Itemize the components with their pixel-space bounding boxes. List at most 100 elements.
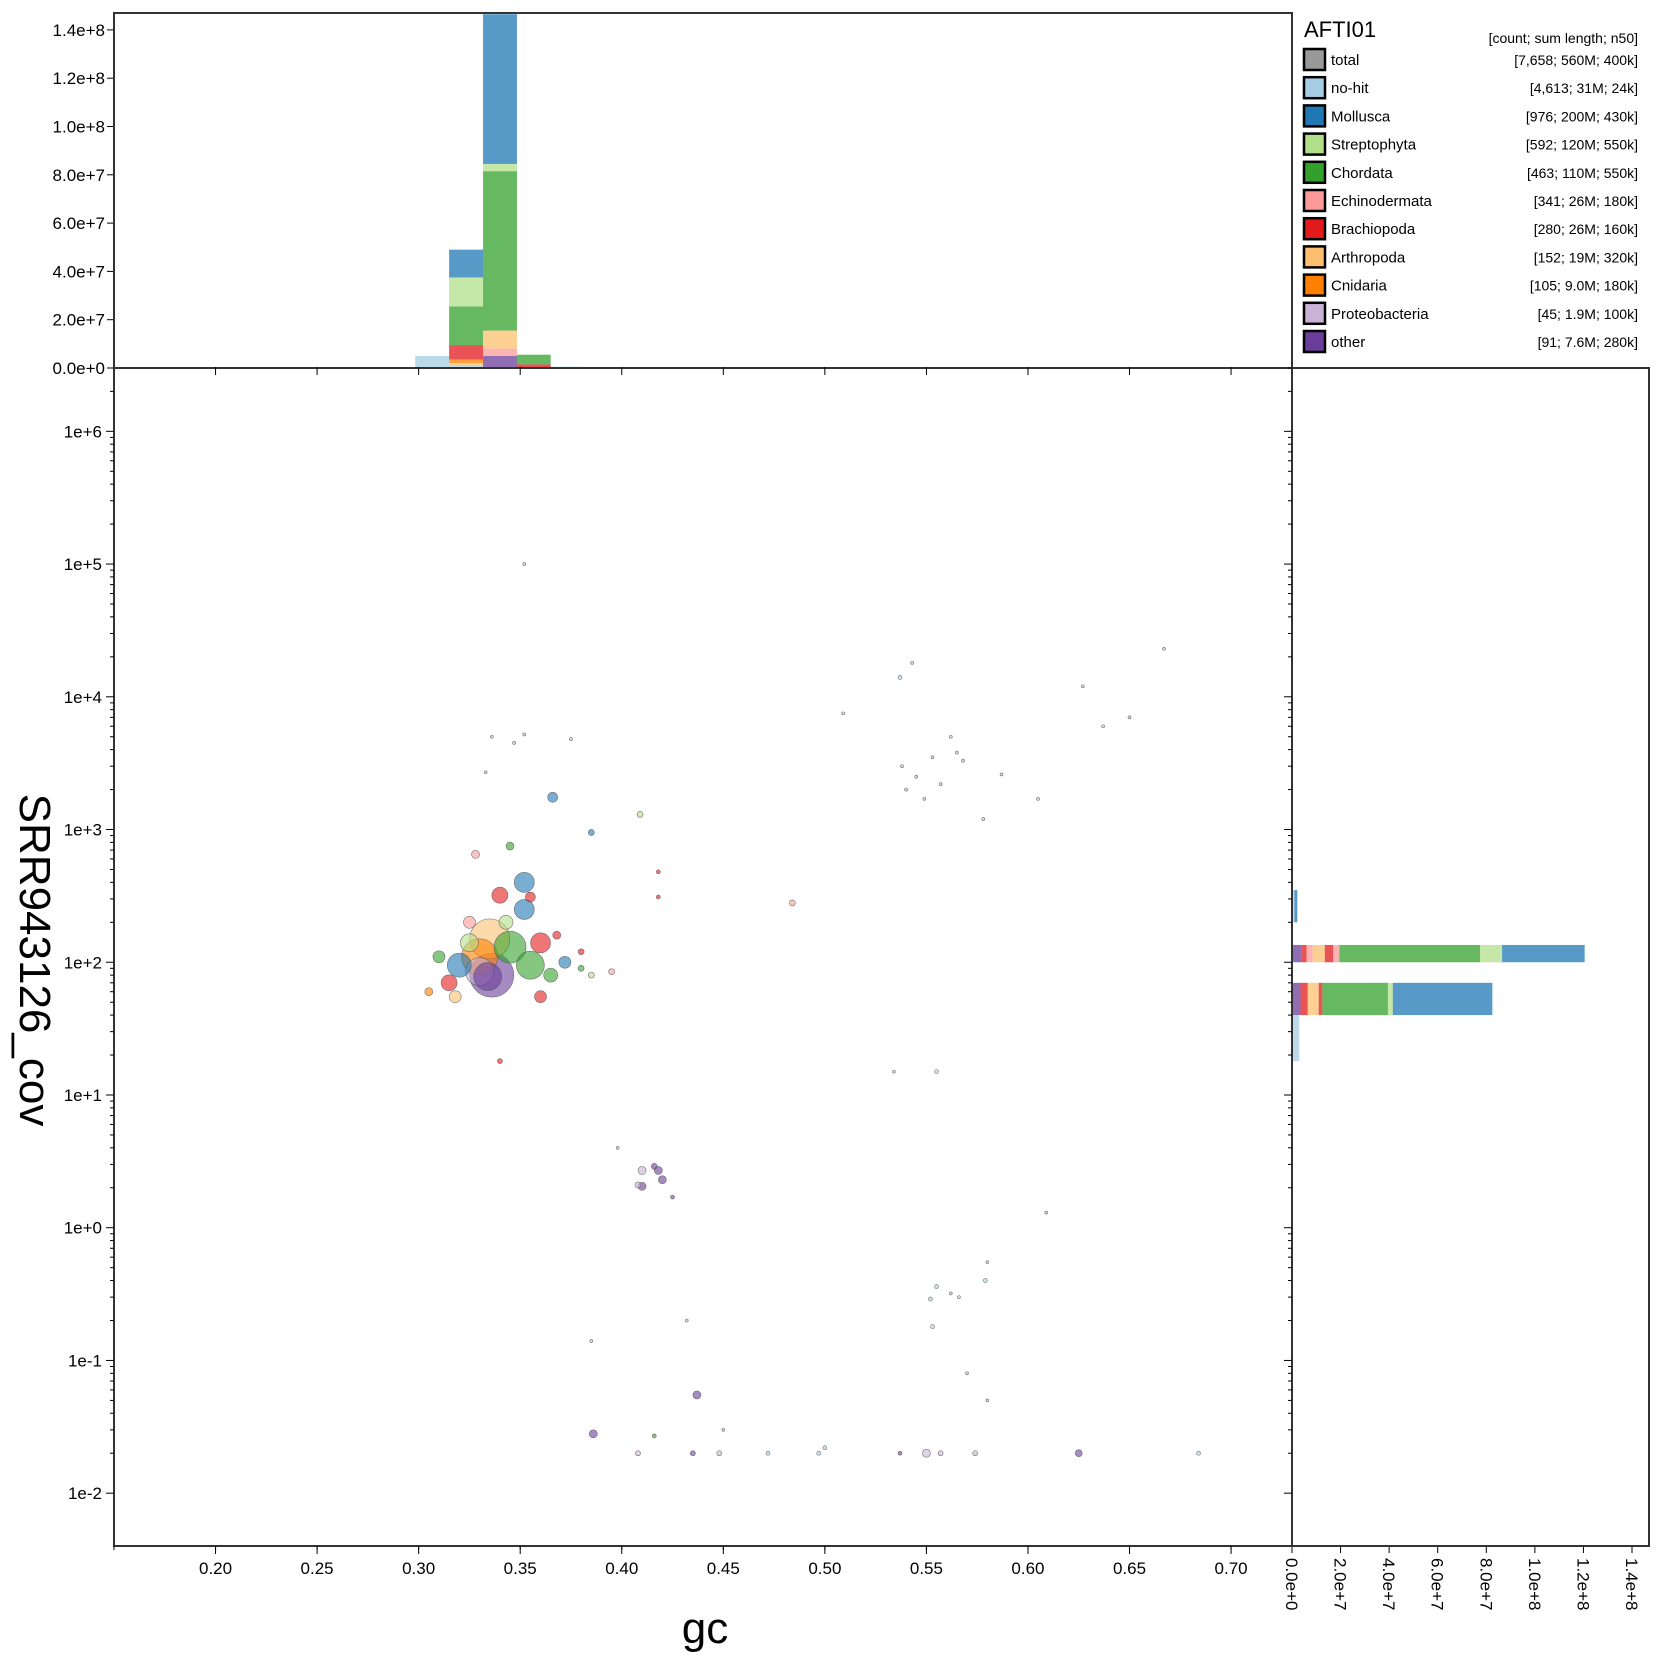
data-point <box>1081 684 1085 689</box>
right-hist-bar <box>1300 982 1308 1016</box>
right-hist-bar <box>1292 890 1295 923</box>
data-point <box>440 974 458 992</box>
right-hist-bar <box>1312 944 1325 963</box>
top-hist-y-tick-label: 0.0e+0 <box>53 359 105 378</box>
data-point <box>608 968 615 975</box>
data-point <box>534 990 547 1004</box>
data-point <box>930 1324 935 1329</box>
y-tick-label: 1e+3 <box>64 821 102 840</box>
legend-item-stats: [4,613; 31M; 24k] <box>1530 80 1638 96</box>
legend-item-stats: [105; 9.0M; 180k] <box>1530 278 1638 294</box>
right-hist-bar <box>1322 982 1388 1016</box>
data-point <box>972 1450 978 1457</box>
y-tick-label: 1e+6 <box>64 422 102 441</box>
right-hist-frame <box>1291 367 1650 1547</box>
data-point <box>948 1291 953 1296</box>
legend-title: AFTI01 <box>1304 17 1376 42</box>
top-hist-y-tick-label: 4.0e+7 <box>53 262 105 281</box>
y-tick-label: 1e+5 <box>64 555 102 574</box>
x-tick-label: 0.55 <box>910 1559 943 1578</box>
legend-item-label: Chordata <box>1331 165 1393 182</box>
data-point <box>1162 646 1166 651</box>
right-hist-bar <box>1339 944 1481 963</box>
legend-item-label: Cnidaria <box>1331 278 1388 295</box>
legend-swatch <box>1302 188 1327 213</box>
data-point <box>955 750 959 755</box>
data-point <box>525 891 536 903</box>
data-point <box>650 1163 658 1170</box>
legend-item-label: Mollusca <box>1331 108 1391 125</box>
data-point <box>670 1194 675 1200</box>
right-hist-x-tick-label: 8.0e+7 <box>1476 1558 1495 1610</box>
legend-swatch <box>1302 301 1327 326</box>
data-point <box>690 1450 696 1457</box>
data-point <box>656 894 661 900</box>
data-point <box>910 661 914 665</box>
legend: AFTI01 [count; sum length; n50] total [7,65… <box>1302 17 1638 354</box>
data-point <box>900 764 904 768</box>
data-point <box>928 1296 933 1302</box>
legend-swatch <box>1302 273 1327 297</box>
data-point <box>512 741 516 745</box>
data-point <box>547 791 559 803</box>
data-point <box>985 1260 990 1264</box>
data-point <box>1074 1449 1083 1458</box>
top-hist-bar <box>415 355 450 368</box>
y-tick-label: 1e-2 <box>68 1484 102 1503</box>
top-hist-bar <box>516 354 551 365</box>
top-hist-bar <box>449 365 484 368</box>
data-point <box>483 770 488 775</box>
right-hist-bar <box>1292 982 1301 1016</box>
data-point <box>577 965 585 972</box>
data-point <box>589 1429 598 1439</box>
legend-item-label: Proteobacteria <box>1331 306 1429 323</box>
right-hist-bar <box>1387 982 1393 1016</box>
data-point <box>432 950 446 964</box>
top-hist-y-tick-label: 6.0e+7 <box>53 214 105 233</box>
data-point <box>513 899 535 920</box>
data-point <box>897 1450 903 1456</box>
right-hist-x-tick-label: 4.0e+7 <box>1379 1558 1398 1610</box>
x-tick-label: 0.65 <box>1113 1559 1146 1578</box>
top-hist-bar <box>483 163 517 172</box>
data-point <box>904 787 908 792</box>
data-point <box>543 967 558 983</box>
data-point <box>930 755 935 760</box>
data-point <box>938 782 943 786</box>
data-point <box>816 1450 822 1456</box>
right-hist-bar <box>1324 944 1334 963</box>
right-histogram <box>1292 890 1585 1062</box>
data-point <box>516 950 545 980</box>
data-point <box>513 872 535 893</box>
data-point <box>1127 715 1132 720</box>
data-point <box>552 930 562 940</box>
right-hist-bar <box>1318 982 1323 1016</box>
data-point <box>1196 1450 1201 1456</box>
data-point <box>948 734 953 739</box>
data-point <box>522 562 527 566</box>
legend-swatch <box>1302 104 1327 128</box>
data-point <box>634 1181 642 1189</box>
data-point <box>569 737 573 741</box>
right-hist-x-tick-label: 1.4e+8 <box>1622 1558 1641 1610</box>
data-point <box>498 914 514 930</box>
legend-item-label: Arthropoda <box>1331 249 1406 266</box>
data-point <box>934 1069 939 1074</box>
data-point <box>615 1146 620 1150</box>
data-point <box>558 955 572 969</box>
legend-swatch <box>1302 245 1327 269</box>
top-hist-y-tick-label: 1.2e+8 <box>53 69 105 88</box>
top-hist-y-tick-label: 1.0e+8 <box>53 118 105 137</box>
top-hist-y-tick-label: 1.4e+8 <box>53 21 105 40</box>
top-hist-bar <box>483 355 517 368</box>
right-hist-x-tick-label: 2.0e+7 <box>1331 1558 1350 1610</box>
scatter-panel <box>424 562 1201 1458</box>
top-hist-y-tick-label: 8.0e+7 <box>53 166 105 185</box>
data-point <box>651 1433 657 1439</box>
data-point <box>577 948 585 956</box>
right-hist-bar <box>1306 944 1313 963</box>
data-point <box>493 930 527 964</box>
legend-item-stats: [152; 19M; 320k] <box>1534 249 1638 265</box>
data-point <box>789 899 796 907</box>
top-hist-bar <box>516 364 551 368</box>
